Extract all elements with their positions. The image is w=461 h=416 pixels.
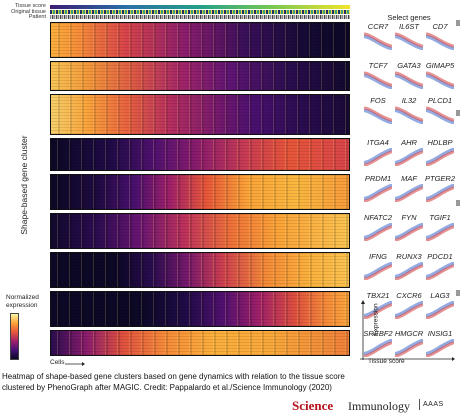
patient-bar: [50, 15, 350, 19]
cells-arrow-icon: [65, 361, 85, 367]
gene-trend-plot: [426, 184, 454, 202]
gene-trend-plot: [426, 262, 454, 280]
gene-trend-plot: [395, 262, 423, 280]
gene-label: IL32: [393, 96, 425, 105]
gene-trend-plot: [364, 184, 392, 202]
immunology-logo-word: Immunology: [348, 399, 410, 414]
gene-trend-plot: [395, 32, 423, 50]
gene-label: RUNX3: [393, 252, 425, 261]
gene-trend-plot: [395, 184, 423, 202]
gene-label: TGIF1: [424, 213, 456, 222]
gene-label: MAF: [393, 174, 425, 183]
gene-label: HMGCR: [393, 329, 425, 338]
original-tissue-bar: [50, 10, 350, 14]
gene-trend-plot: [426, 301, 454, 319]
cells-axis-label: Cells: [50, 359, 64, 366]
gene-trend-plot: [364, 223, 392, 241]
aaas-logo-word: AAAS: [423, 401, 444, 408]
heatmap-cluster-1: [50, 22, 350, 58]
gene-label: ITGA4: [362, 138, 394, 147]
heatmap-cluster-6: [50, 213, 350, 249]
gene-trend-plot: [395, 223, 423, 241]
y-axis-label: Shape-based gene cluster: [19, 105, 29, 265]
heatmap-cluster-9: [50, 330, 350, 356]
select-genes-title: Select genes: [360, 13, 458, 22]
gene-label: FOS: [362, 96, 394, 105]
gene-label: PLCD1: [424, 96, 456, 105]
expression-arrow-icon: [359, 300, 367, 360]
heatmap-cluster-7: [50, 252, 350, 288]
cropped-panel-edge: [453, 0, 461, 372]
gene-trend-plot: [364, 32, 392, 50]
gene-label: PTGER2: [424, 174, 456, 183]
legend-title: Normalized expression: [6, 294, 39, 310]
heatmap-cluster-8: [50, 291, 350, 327]
gene-label: CXCR6: [393, 291, 425, 300]
tissue-score-arrow-icon: [360, 356, 455, 362]
gene-trend-plot: [395, 148, 423, 166]
gene-label: IL6ST: [393, 22, 425, 31]
gene-label: HDLBP: [424, 138, 456, 147]
gene-label: GIMAP5: [424, 61, 456, 70]
gene-label: CCR7: [362, 22, 394, 31]
gene-trend-plot: [395, 301, 423, 319]
figure-caption: Heatmap of shape-based gene clusters bas…: [2, 372, 461, 393]
gene-label: TCF7: [362, 61, 394, 70]
heatmap-cluster-4: [50, 138, 350, 171]
gene-trend-plot: [426, 339, 454, 357]
patient-label: Patient: [0, 14, 46, 20]
gene-trend-plot: [426, 71, 454, 89]
gene-label: CD7: [424, 22, 456, 31]
gene-trend-plot: [364, 106, 392, 124]
gene-label: AHR: [393, 138, 425, 147]
heatmap-cluster-3: [50, 94, 350, 135]
gene-trend-plot: [426, 106, 454, 124]
gene-trend-plot: [364, 262, 392, 280]
gene-trend-plot: [364, 148, 392, 166]
gene-label: PRDM1: [362, 174, 394, 183]
gene-label: GATA3: [393, 61, 425, 70]
gene-label: FYN: [393, 213, 425, 222]
heatmap-cluster-2: [50, 61, 350, 91]
expression-axis-label: Expression: [373, 290, 380, 350]
science-logo-word: Science: [292, 398, 333, 414]
gene-trend-plot: [395, 339, 423, 357]
gene-trend-plot: [426, 148, 454, 166]
gene-trend-plot: [395, 106, 423, 124]
gene-label: IFNG: [362, 252, 394, 261]
gene-trend-plot: [426, 223, 454, 241]
gene-trend-plot: [364, 71, 392, 89]
gene-trend-plot: [426, 32, 454, 50]
gene-label: INSIG1: [424, 329, 456, 338]
legend-colorbar: [10, 313, 19, 360]
gene-trend-plot: [395, 71, 423, 89]
gene-label: LAG3: [424, 291, 456, 300]
gene-label: NFATC2: [362, 213, 394, 222]
heatmap-cluster-5: [50, 174, 350, 210]
gene-label: PDCD1: [424, 252, 456, 261]
tissue-score-bar: [50, 5, 350, 9]
brand-separator: [419, 399, 420, 410]
